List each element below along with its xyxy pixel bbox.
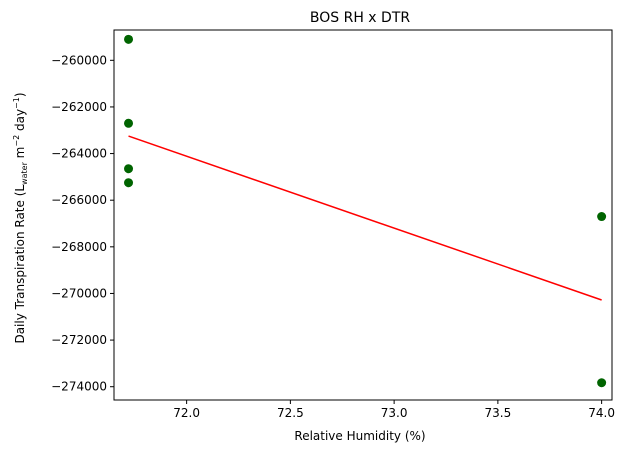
y-axis: −260000 −262000 −264000 −266000 −268000 −2700…	[51, 53, 114, 394]
y-tick-label: −264000	[51, 147, 107, 161]
y-axis-label-mid2: day	[13, 109, 27, 135]
y-axis-label-sub: water	[20, 161, 29, 185]
data-point	[597, 378, 607, 388]
x-tick-label: 72.0	[173, 406, 200, 420]
y-tick-label: −260000	[51, 53, 107, 67]
y-axis-label-suffix: )	[13, 92, 27, 97]
y-axis-label-sup1: −2	[12, 135, 21, 147]
data-point	[597, 212, 607, 222]
y-axis-label-sup2: −1	[12, 97, 21, 109]
y-axis-label: Daily Transpiration Rate (Lwater m−2 day…	[12, 92, 29, 343]
data-point	[124, 34, 134, 44]
data-point	[124, 164, 134, 174]
y-tick-label: −268000	[51, 240, 107, 254]
y-tick-label: −272000	[51, 333, 107, 347]
data-point	[124, 118, 134, 128]
x-axis: 72.0 72.5 73.0 73.5 74.0	[173, 400, 615, 420]
plot-area	[124, 34, 607, 388]
x-tick-label: 73.5	[485, 406, 512, 420]
y-axis-label-mid: m	[13, 147, 27, 163]
y-tick-label: −266000	[51, 193, 107, 207]
y-axis-label-prefix: Daily Transpiration Rate (L	[13, 185, 27, 344]
data-point	[124, 178, 134, 188]
plot-frame	[113, 29, 613, 401]
x-axis-label: Relative Humidity (%)	[294, 429, 425, 443]
regression-line	[128, 135, 602, 301]
chart-title: BOS RH x DTR	[310, 10, 410, 26]
x-tick-label: 73.0	[381, 406, 408, 420]
y-tick-label: −262000	[51, 100, 107, 114]
y-tick-label: −270000	[51, 286, 107, 300]
y-tick-label: −274000	[51, 380, 107, 394]
x-tick-label: 72.5	[277, 406, 304, 420]
x-tick-label: 74.0	[588, 406, 615, 420]
